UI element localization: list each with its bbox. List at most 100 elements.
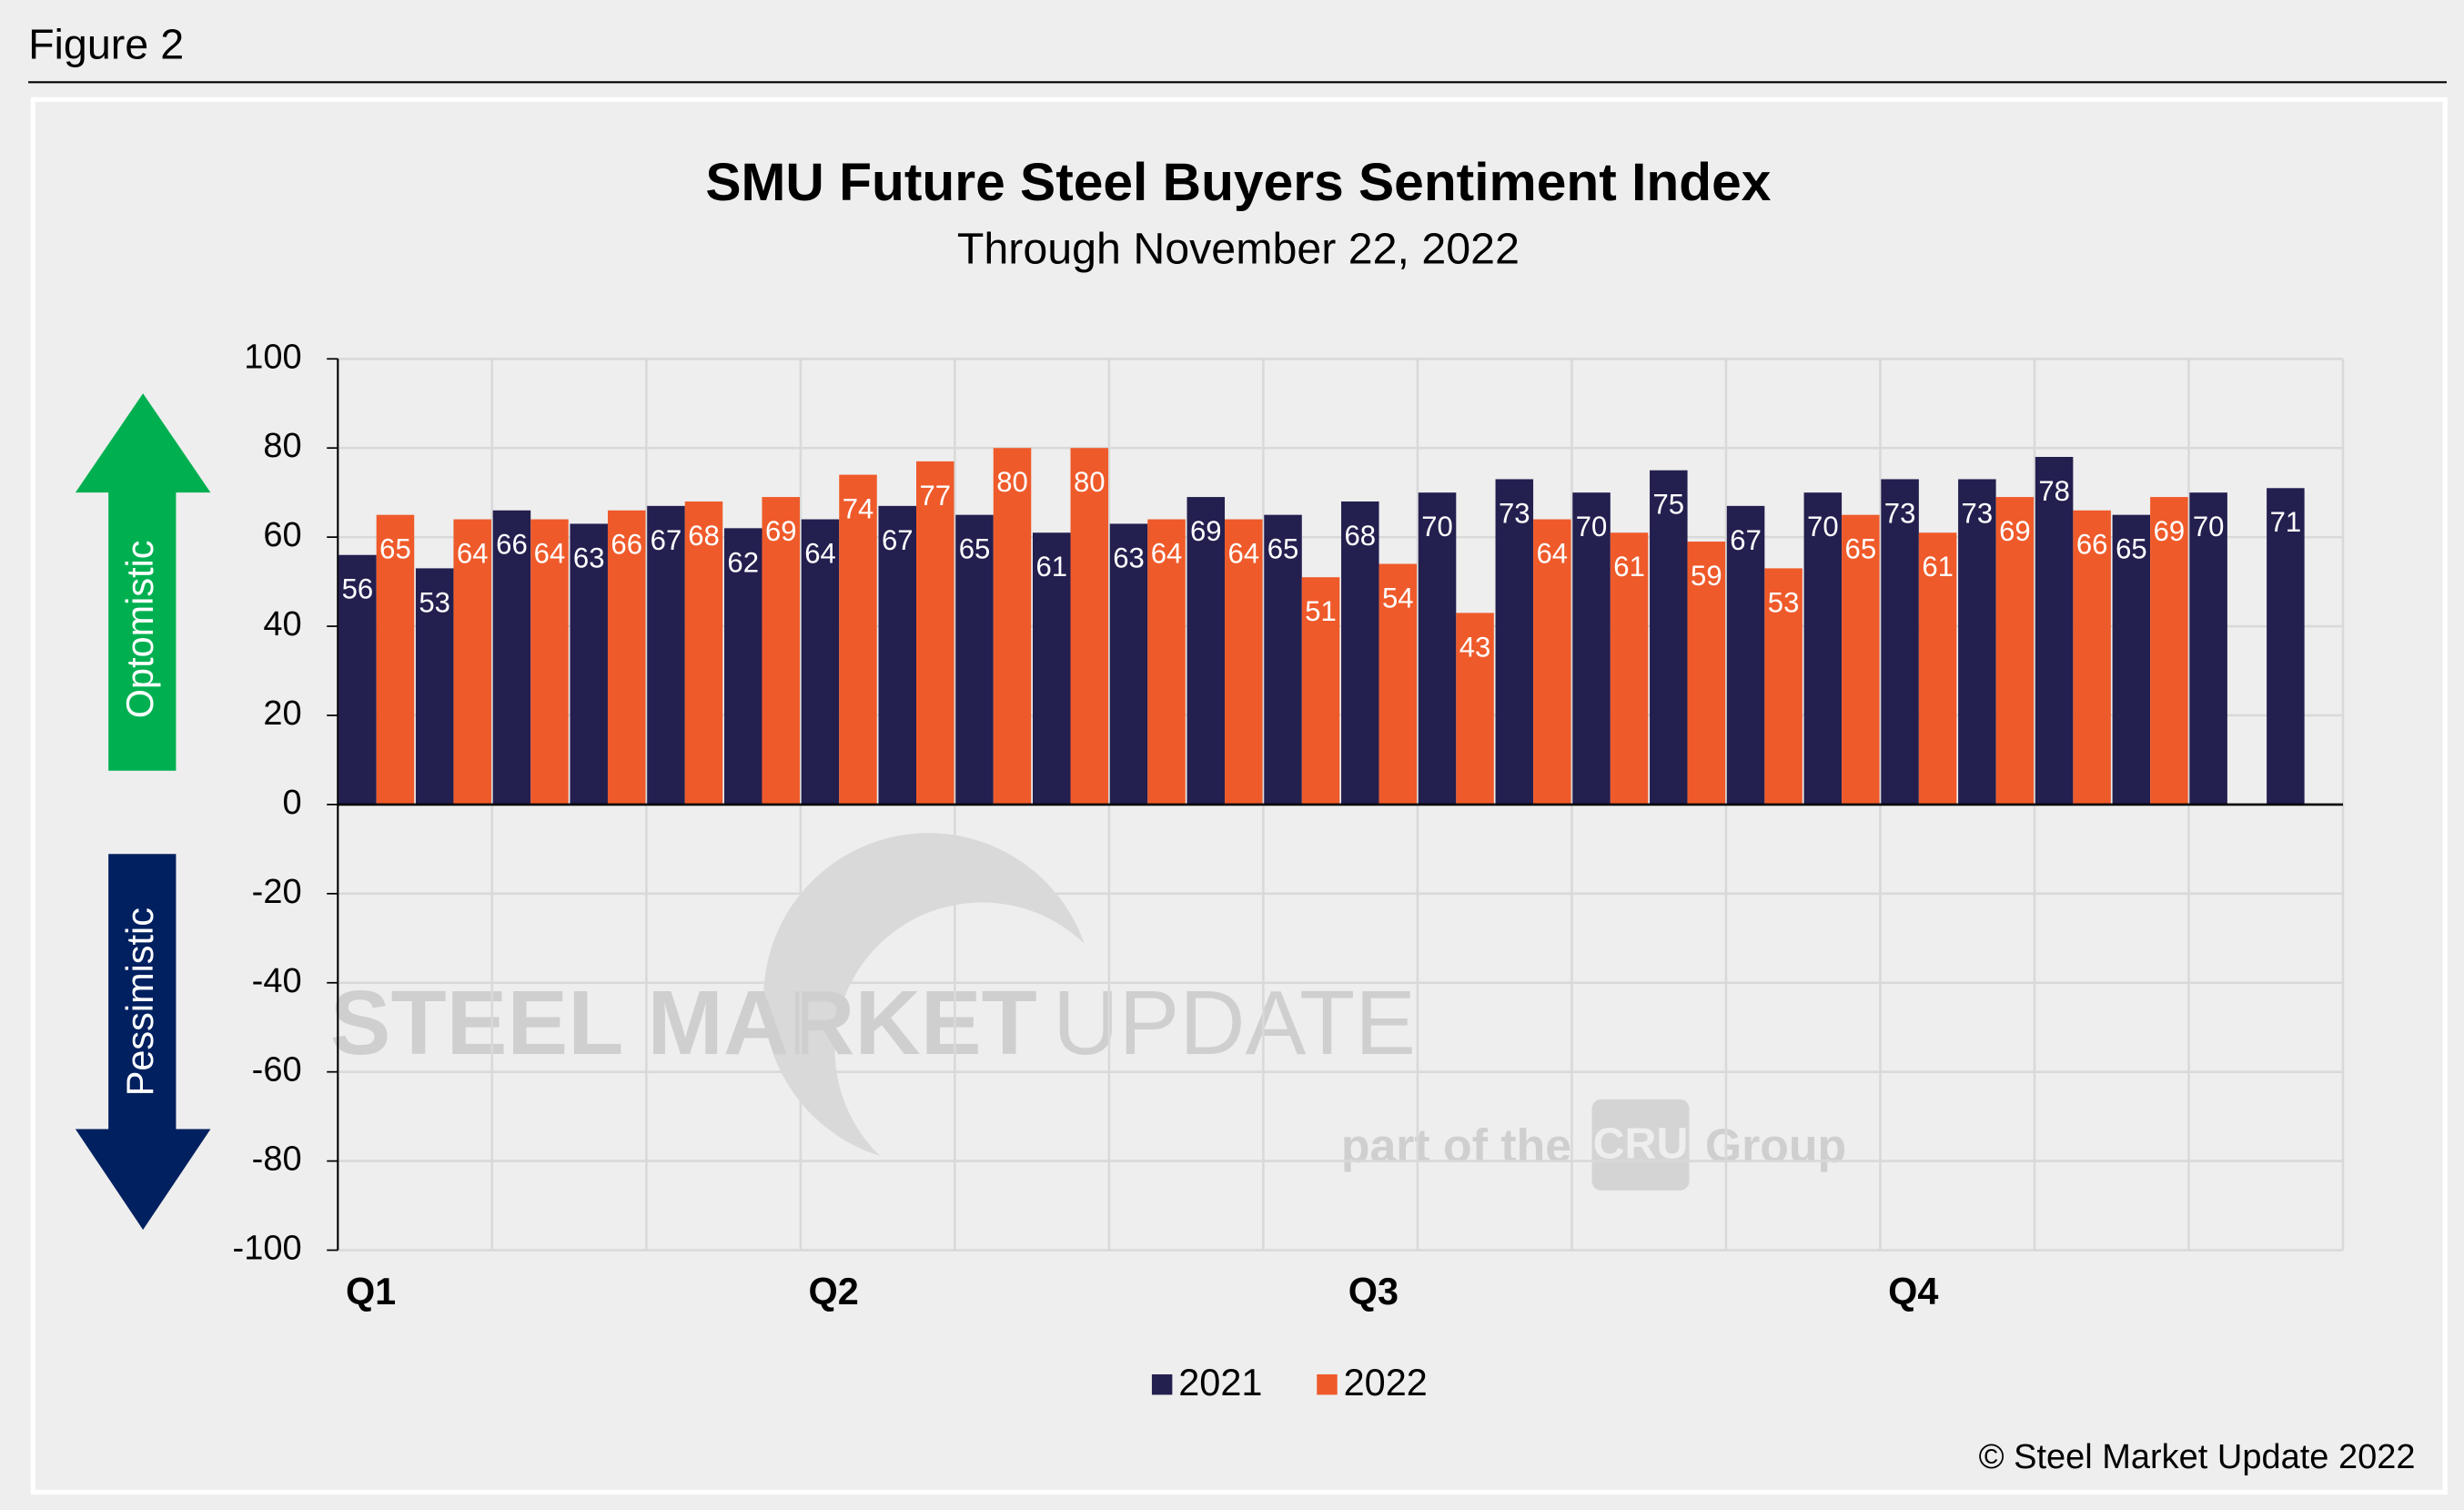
data-label: 53 xyxy=(419,586,450,618)
legend-label: 2021 xyxy=(1178,1361,1262,1404)
bar xyxy=(684,501,723,805)
data-label: 63 xyxy=(573,542,605,573)
data-label: 54 xyxy=(1382,582,1414,613)
watermark-brand: STEEL MARKET xyxy=(330,972,1037,1074)
up-annotation: Optomistic xyxy=(118,540,161,718)
bar xyxy=(2073,510,2111,805)
data-label: 70 xyxy=(1576,511,1608,542)
bar xyxy=(1572,492,1611,805)
y-tick-label: 20 xyxy=(263,694,301,733)
data-label: 71 xyxy=(2270,506,2302,538)
watermark: STEEL MARKET UPDATE part of the CRU Grou… xyxy=(330,833,1846,1191)
bar xyxy=(1995,497,2035,805)
watermark-tagline: part of the xyxy=(1341,1120,1571,1172)
bar xyxy=(1456,613,1494,805)
bar xyxy=(1418,492,1457,805)
bar xyxy=(1918,532,1957,805)
bar xyxy=(607,510,646,805)
data-label: 62 xyxy=(727,546,759,578)
data-label: 61 xyxy=(1035,551,1067,583)
bar xyxy=(1958,479,1996,805)
data-label: 70 xyxy=(2193,511,2225,542)
data-label: 75 xyxy=(1653,489,1685,521)
y-tick-label: -100 xyxy=(233,1230,302,1268)
bar xyxy=(2112,514,2151,805)
bar xyxy=(1109,523,1148,805)
data-label: 65 xyxy=(1267,533,1299,565)
chart-subtitle: Through November 22, 2022 xyxy=(957,225,1520,274)
bar xyxy=(415,568,454,805)
data-label: 67 xyxy=(882,524,914,556)
legend-swatch xyxy=(1151,1373,1173,1395)
bar xyxy=(1341,501,1379,805)
data-label: 65 xyxy=(2116,533,2147,565)
data-label: 69 xyxy=(2154,515,2186,547)
bar xyxy=(1378,563,1418,805)
bar xyxy=(1301,577,1340,805)
data-label: 53 xyxy=(1768,586,1800,618)
x-tick-label: Q1 xyxy=(346,1270,396,1312)
bar xyxy=(492,510,531,805)
x-tick-label: Q2 xyxy=(808,1270,858,1312)
bar xyxy=(1264,514,1302,805)
watermark-logo-text: CRU xyxy=(1593,1119,1689,1168)
data-label: 69 xyxy=(765,515,797,547)
bar xyxy=(2035,457,2074,805)
data-label: 69 xyxy=(1190,515,1222,547)
data-label: 73 xyxy=(1499,497,1530,529)
y-tick-label: -80 xyxy=(252,1140,302,1179)
bar xyxy=(2150,497,2188,805)
bar xyxy=(801,519,840,805)
data-label: 73 xyxy=(1962,497,1994,529)
x-tick-label: Q3 xyxy=(1348,1270,1399,1312)
bar xyxy=(1070,448,1109,805)
data-label: 67 xyxy=(651,524,682,556)
bar xyxy=(762,497,800,805)
data-label: 77 xyxy=(919,480,951,512)
figure-label: Figure 2 xyxy=(28,21,184,68)
data-label: 65 xyxy=(379,533,411,565)
data-label: 68 xyxy=(1344,520,1376,552)
data-label: 78 xyxy=(2038,475,2070,507)
up-arrow xyxy=(75,393,211,771)
data-label: 61 xyxy=(1922,551,1954,583)
bar xyxy=(993,448,1032,805)
watermark-brand: UPDATE xyxy=(1053,972,1416,1074)
bar xyxy=(453,519,491,805)
watermark-crescent xyxy=(763,833,1085,1156)
data-label: 64 xyxy=(804,537,836,569)
y-tick-label: 40 xyxy=(263,605,301,644)
watermark-logo xyxy=(1591,1099,1690,1191)
data-label: 80 xyxy=(996,466,1028,498)
data-label: 56 xyxy=(342,573,374,605)
chart-title: SMU Future Steel Buyers Sentiment Index xyxy=(705,153,1771,212)
y-tick-label: 0 xyxy=(282,784,301,822)
bar xyxy=(1187,497,1226,805)
x-tick-label: Q4 xyxy=(1888,1270,1938,1312)
data-label: 63 xyxy=(1113,542,1145,573)
data-label: 66 xyxy=(611,529,642,561)
data-label: 70 xyxy=(1807,511,1839,542)
bar xyxy=(1495,479,1534,805)
data-label: 65 xyxy=(1845,533,1877,565)
legend-swatch xyxy=(1317,1373,1338,1395)
bar xyxy=(530,519,569,805)
y-tick-label: -40 xyxy=(252,962,302,1000)
optimistic-arrow: Optomistic xyxy=(75,393,211,771)
bar xyxy=(647,505,685,805)
data-label: 70 xyxy=(1421,511,1453,542)
bar xyxy=(1225,519,1263,805)
bar xyxy=(1764,568,1803,805)
data-label: 64 xyxy=(534,537,566,569)
y-tick-label: -60 xyxy=(252,1051,302,1089)
bar xyxy=(1147,519,1186,805)
watermark-tagline: Group xyxy=(1705,1120,1846,1172)
bar xyxy=(839,474,877,805)
bar xyxy=(2267,488,2305,805)
data-label: 74 xyxy=(843,493,874,525)
data-label: 80 xyxy=(1074,466,1106,498)
data-label: 64 xyxy=(457,537,489,569)
down-arrow xyxy=(75,854,211,1231)
data-label: 64 xyxy=(1537,537,1569,569)
